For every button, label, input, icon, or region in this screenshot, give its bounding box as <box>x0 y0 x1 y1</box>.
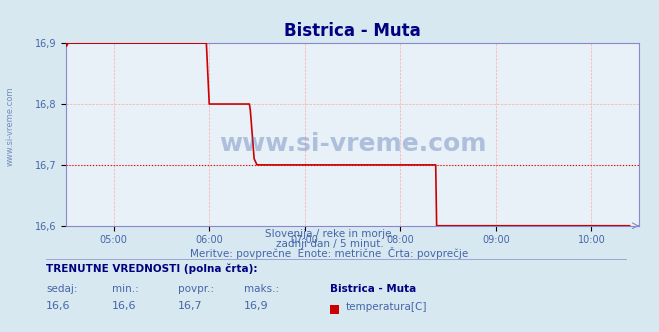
Text: 16,6: 16,6 <box>46 301 71 311</box>
Text: Meritve: povprečne  Enote: metrične  Črta: povprečje: Meritve: povprečne Enote: metrične Črta:… <box>190 247 469 259</box>
Text: Slovenija / reke in morje.: Slovenija / reke in morje. <box>264 229 395 239</box>
Text: zadnji dan / 5 minut.: zadnji dan / 5 minut. <box>275 239 384 249</box>
Text: 16,9: 16,9 <box>244 301 268 311</box>
Text: 16,7: 16,7 <box>178 301 202 311</box>
Text: Bistrica - Muta: Bistrica - Muta <box>330 284 416 294</box>
Title: Bistrica - Muta: Bistrica - Muta <box>284 22 421 40</box>
Text: povpr.:: povpr.: <box>178 284 214 294</box>
Text: www.si-vreme.com: www.si-vreme.com <box>5 86 14 166</box>
Text: min.:: min.: <box>112 284 139 294</box>
Text: TRENUTNE VREDNOSTI (polna črta):: TRENUTNE VREDNOSTI (polna črta): <box>46 264 258 274</box>
Text: sedaj:: sedaj: <box>46 284 78 294</box>
Text: maks.:: maks.: <box>244 284 279 294</box>
Text: temperatura[C]: temperatura[C] <box>346 302 428 312</box>
Text: 16,6: 16,6 <box>112 301 136 311</box>
Text: www.si-vreme.com: www.si-vreme.com <box>219 131 486 156</box>
